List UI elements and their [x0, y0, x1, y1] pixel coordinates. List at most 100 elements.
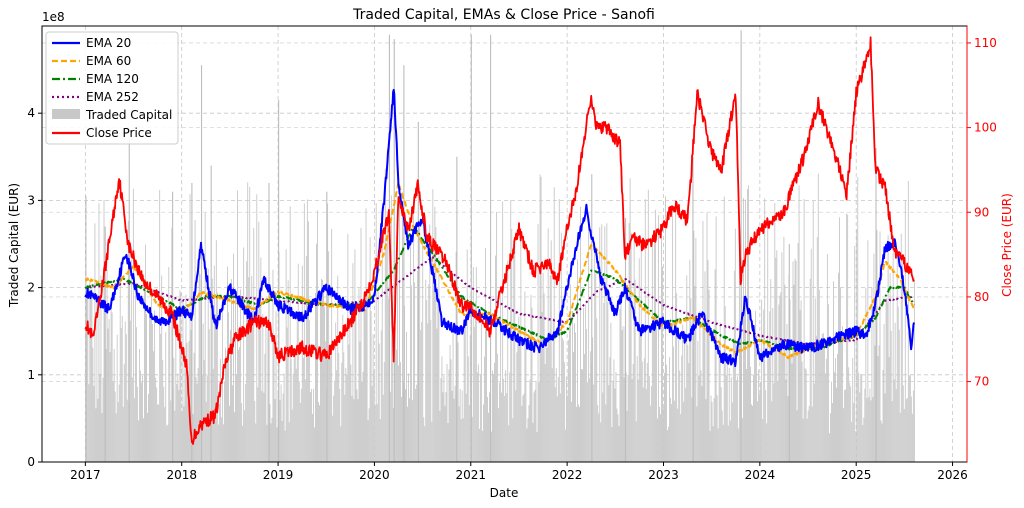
traded-capital-bar: [802, 418, 804, 462]
traded-capital-bar: [339, 388, 341, 462]
traded-capital-bar: [592, 337, 594, 462]
traded-capital-bar: [646, 362, 648, 462]
traded-capital-bar: [601, 224, 603, 462]
traded-capital-bar: [435, 226, 437, 462]
traded-capital-bar: [604, 226, 606, 462]
traded-capital-bar: [465, 393, 467, 462]
traded-capital-bar: [618, 426, 620, 462]
traded-capital-bar: [636, 356, 638, 462]
traded-capital-bar: [748, 185, 749, 462]
traded-capital-bar: [555, 368, 557, 462]
traded-capital-bar: [285, 249, 287, 462]
traded-capital-bar: [135, 327, 137, 462]
traded-capital-bar: [414, 282, 416, 462]
traded-capital-bar: [534, 389, 536, 462]
traded-capital-bar: [274, 399, 276, 462]
traded-capital-bar-spike: [403, 65, 405, 463]
traded-capital-bar: [295, 368, 297, 462]
traded-capital-bar: [375, 203, 377, 463]
traded-capital-bar: [251, 275, 253, 462]
traded-capital-bar: [379, 419, 381, 462]
traded-capital-bar: [225, 355, 227, 462]
x-tick-label-2023: 2023: [648, 468, 679, 482]
traded-capital-bar: [720, 387, 722, 462]
traded-capital-bar: [787, 396, 789, 462]
traded-capital-bar: [757, 401, 759, 462]
traded-capital-bar: [581, 369, 583, 462]
traded-capital-bar: [499, 382, 501, 462]
traded-capital-bar: [373, 370, 375, 462]
traded-capital-bar: [142, 375, 143, 462]
traded-capital-bar: [589, 378, 591, 462]
traded-capital-bar: [741, 418, 743, 462]
traded-capital-bar: [267, 328, 269, 462]
traded-capital-bar: [90, 295, 92, 462]
traded-capital-bar: [412, 400, 414, 462]
traded-capital-bar: [233, 253, 234, 462]
traded-capital-bar: [793, 284, 795, 462]
traded-capital-bar-spike: [172, 191, 174, 462]
traded-capital-bar: [649, 405, 651, 462]
traded-capital-bar: [743, 312, 745, 462]
traded-capital-bar: [457, 342, 459, 462]
traded-capital-bar: [704, 271, 706, 462]
traded-capital-bar: [451, 390, 453, 462]
traded-capital-bar: [547, 228, 549, 462]
traded-capital-bar: [480, 314, 482, 462]
traded-capital-bar-spike: [326, 191, 328, 462]
traded-capital-bar: [271, 417, 273, 462]
traded-capital-bar: [625, 372, 627, 462]
traded-capital-bar: [506, 393, 508, 462]
traded-capital-bar: [809, 278, 811, 462]
traded-capital-bar: [340, 426, 342, 462]
traded-capital-bar: [848, 367, 850, 462]
traded-capital-bar: [620, 300, 622, 462]
traded-capital-bar: [551, 368, 553, 462]
traded-capital-bar: [380, 330, 382, 462]
traded-capital-bar: [640, 245, 642, 462]
traded-capital-bar: [759, 394, 761, 462]
traded-capital-bar: [231, 279, 232, 462]
traded-capital-bar: [286, 327, 288, 462]
traded-capital-bar: [617, 414, 619, 462]
traded-capital-bar: [734, 228, 736, 462]
traded-capital-bar: [792, 261, 794, 462]
traded-capital-bar: [258, 221, 260, 462]
traded-capital-bar: [351, 395, 353, 462]
traded-capital-bar: [343, 352, 345, 462]
traded-capital-bar: [137, 420, 139, 462]
traded-capital-bar: [670, 397, 672, 462]
traded-capital-bar: [873, 253, 875, 462]
traded-capital-bar: [714, 269, 716, 462]
legend-label-close-price: Close Price: [86, 126, 152, 140]
traded-capital-bar: [93, 385, 95, 462]
traded-capital-bar: [429, 224, 431, 462]
x-tick-label-2025: 2025: [841, 468, 872, 482]
traded-capital-bar: [638, 258, 640, 462]
traded-capital-bar: [494, 362, 495, 462]
traded-capital-bar: [330, 356, 332, 462]
traded-capital-bar: [546, 347, 548, 462]
traded-capital-bar: [900, 233, 902, 462]
traded-capital-bar: [301, 265, 303, 462]
traded-capital-bar: [237, 190, 239, 462]
traded-capital-bar: [576, 406, 577, 462]
traded-capital-bar: [180, 292, 182, 462]
traded-capital-bar: [667, 430, 668, 462]
traded-capital-bar: [564, 429, 566, 462]
series-lines: [84, 36, 915, 445]
traded-capital-bar: [655, 316, 657, 462]
traded-capital-bar: [281, 420, 283, 462]
traded-capital-bar: [780, 292, 782, 462]
traded-capital-bar: [607, 302, 609, 462]
traded-capital-bar: [881, 423, 883, 462]
traded-capital-bar: [540, 176, 542, 462]
traded-capital-bar: [293, 358, 295, 462]
traded-capital-bar: [781, 252, 783, 462]
traded-capital-bar: [695, 237, 697, 462]
traded-capital-bar: [599, 227, 601, 462]
traded-capital-bar: [377, 291, 379, 462]
traded-capital-bar: [864, 388, 866, 462]
traded-capital-bar: [753, 374, 754, 462]
traded-capital-bar: [901, 264, 903, 462]
